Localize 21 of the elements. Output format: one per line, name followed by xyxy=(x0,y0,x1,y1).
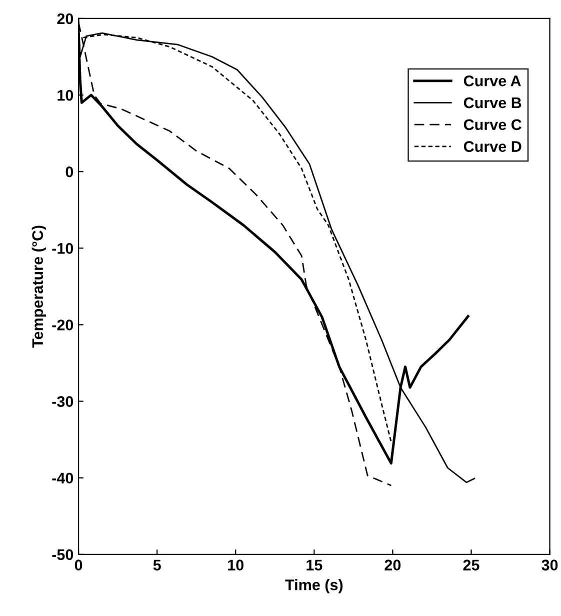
legend-label: Curve A xyxy=(464,76,521,86)
x-tick-label: 5 xyxy=(153,560,161,570)
x-tick-label: 20 xyxy=(384,560,401,570)
legend-label: Curve C xyxy=(464,119,522,130)
y-tick-label: -40 xyxy=(52,472,74,484)
y-tick-label: 10 xyxy=(58,90,74,101)
legend-label: Curve D xyxy=(464,141,522,152)
y-tick-label: -20 xyxy=(52,320,74,330)
y-tick-label: 0 xyxy=(66,166,74,178)
x-tick-label: 15 xyxy=(306,560,322,570)
x-tick-label: 0 xyxy=(74,560,82,570)
x-tick-label: 10 xyxy=(228,560,244,570)
y-tick-label: -10 xyxy=(52,243,74,254)
y-tick-label: 20 xyxy=(57,13,74,24)
legend-label: Curve B xyxy=(464,97,522,108)
y-tick-label: -30 xyxy=(52,396,74,407)
y-tick-label: -50 xyxy=(52,549,74,560)
x-tick-label: 30 xyxy=(542,560,558,571)
y-axis-title: Temperature (°C) xyxy=(32,226,46,348)
x-tick-label: 25 xyxy=(463,560,480,570)
x-axis-title: Time (s) xyxy=(285,579,343,594)
